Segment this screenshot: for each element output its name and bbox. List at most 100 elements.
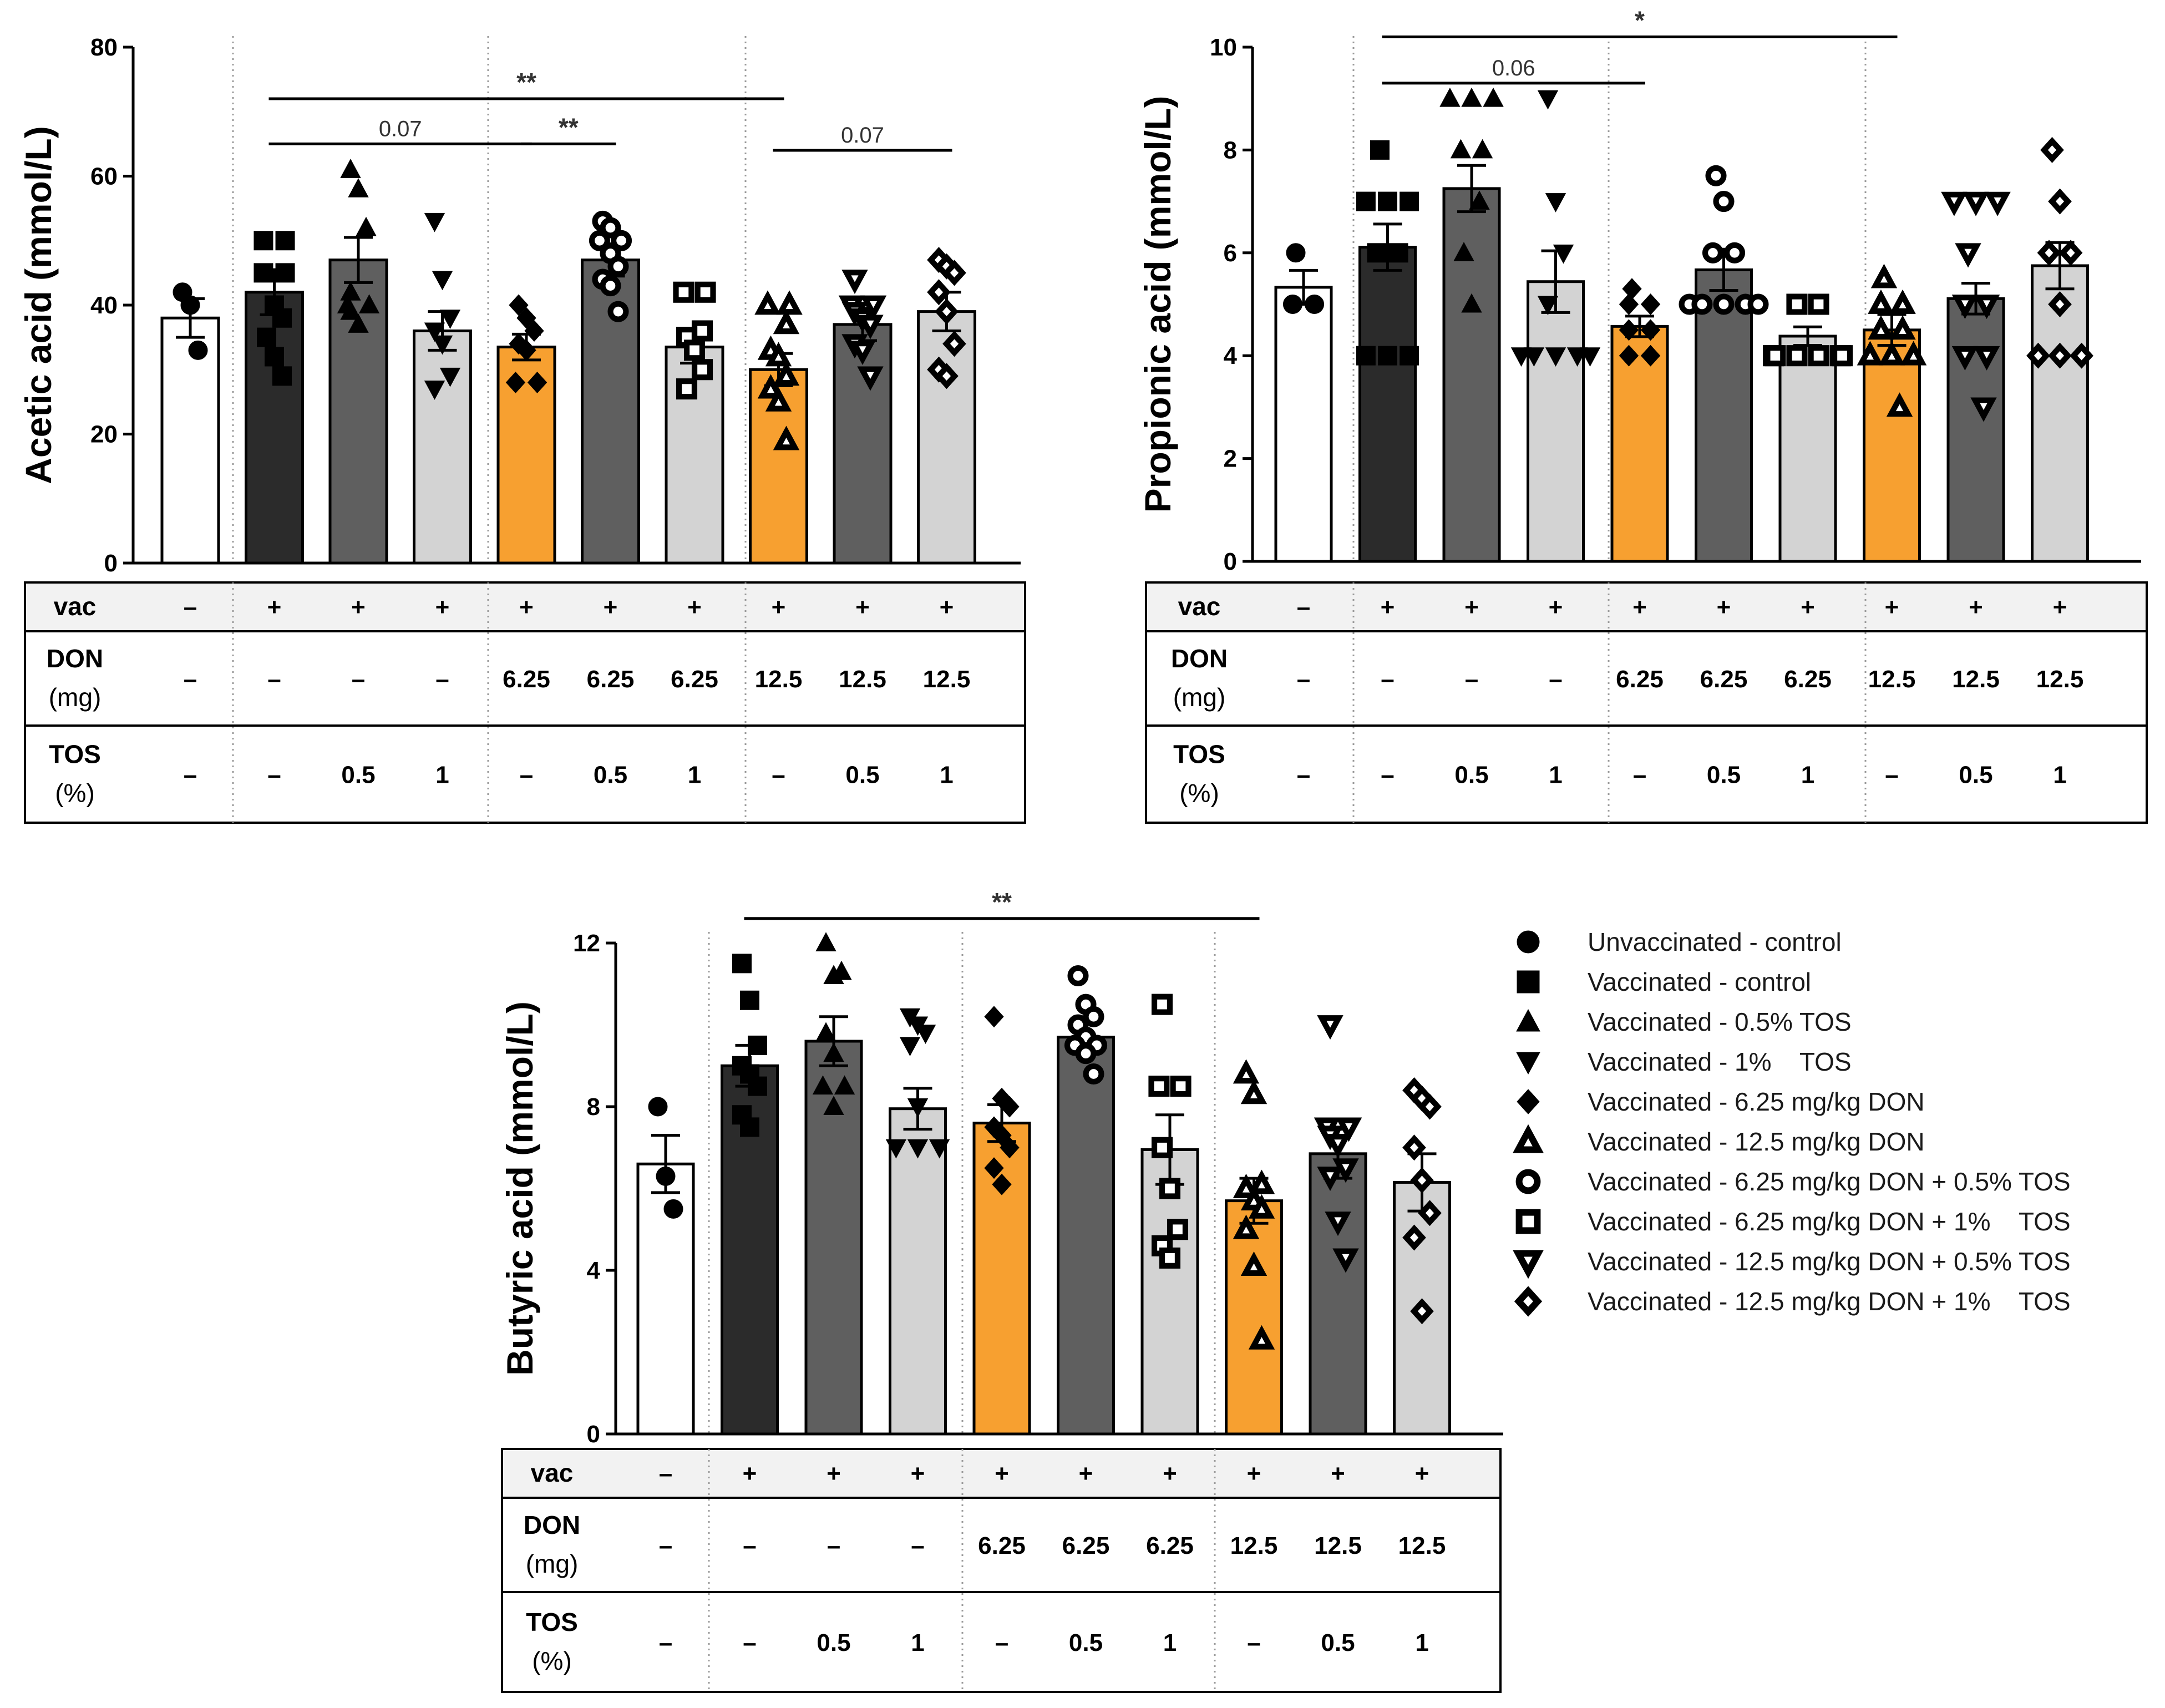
- bar: [1527, 280, 1585, 563]
- data-point: [1356, 191, 1376, 211]
- data-point: [2048, 342, 2072, 369]
- data-point: [1439, 87, 1461, 107]
- data-point: [524, 320, 544, 342]
- bar: [1309, 1152, 1367, 1436]
- data-point: [1378, 191, 1397, 211]
- data-point: [823, 1042, 844, 1062]
- vac-cell: +: [1415, 1460, 1429, 1487]
- data-point: [1889, 315, 1916, 340]
- legend-label: Vaccinated - 6.25 mg/kg DON + 0.5% TOS: [1588, 1167, 2071, 1196]
- data-point: [773, 361, 800, 386]
- don-cell: –: [267, 666, 281, 693]
- data-point: [275, 231, 295, 251]
- don-cell: 12.5: [2036, 666, 2084, 693]
- data-point: [1886, 392, 1913, 417]
- data-point: [1553, 244, 1574, 264]
- bar: [1358, 246, 1417, 563]
- data-point: [1808, 293, 1829, 315]
- data-point: [1418, 1093, 1442, 1120]
- vac-cell: +: [435, 594, 450, 621]
- data-point: [509, 294, 529, 316]
- data-point: [1248, 1194, 1275, 1219]
- don-cell: 12.5: [1398, 1532, 1446, 1559]
- tos-cell: –: [743, 1629, 756, 1656]
- don-cell: –: [352, 666, 365, 693]
- legend-marker: [1517, 970, 1540, 994]
- data-point: [1233, 1173, 1260, 1198]
- data-point: [1483, 87, 1504, 107]
- don-cell: 6.25: [1700, 666, 1748, 693]
- significance-label: **: [516, 68, 536, 97]
- data-point: [1248, 1325, 1275, 1350]
- data-point: [1622, 278, 1642, 300]
- bar: [328, 259, 388, 565]
- data-point: [424, 212, 445, 232]
- data-point: [1159, 1247, 1181, 1269]
- don-cell: 6.25: [671, 666, 718, 693]
- data-point: [1000, 1096, 1020, 1118]
- data-point: [694, 281, 716, 303]
- data-point: [505, 372, 526, 393]
- data-point: [1410, 1298, 1434, 1325]
- data-point: [860, 295, 887, 320]
- vac-cell: +: [687, 594, 702, 621]
- tos-cell: 0.5: [594, 762, 627, 789]
- tos-cell: 1: [1801, 762, 1814, 789]
- data-point: [439, 367, 461, 387]
- data-point: [1083, 1063, 1104, 1085]
- data-point: [589, 230, 610, 251]
- don-cell: –: [435, 666, 449, 693]
- bar: [1274, 286, 1333, 563]
- data-point: [1963, 191, 1989, 216]
- data-point: [253, 263, 273, 283]
- data-point: [757, 374, 784, 399]
- data-point: [740, 1117, 759, 1137]
- don-row-unit: (mg): [1173, 683, 1226, 712]
- data-point: [1317, 1166, 1343, 1192]
- don-cell: 12.5: [1230, 1532, 1278, 1559]
- data-point: [2040, 136, 2064, 163]
- data-point: [1765, 345, 1786, 367]
- don-cell: 12.5: [755, 666, 803, 693]
- vac-cell: +: [995, 1460, 1009, 1487]
- y-axis-label: Butyric acid (mmol/L): [499, 1001, 540, 1376]
- don-row-unit: (mg): [526, 1549, 579, 1578]
- data-point: [929, 1139, 950, 1159]
- data-point: [516, 339, 536, 361]
- vac-row-background: [24, 581, 1026, 632]
- bar: [1863, 328, 1921, 563]
- vac-cell: +: [855, 594, 870, 621]
- tos-cell: 0.5: [341, 762, 375, 789]
- data-point: [1691, 293, 1713, 315]
- tos-cell: 1: [1549, 762, 1562, 789]
- data-point: [600, 275, 621, 297]
- vac-cell: +: [1969, 594, 1983, 621]
- data-point: [600, 217, 621, 239]
- don-row-label: DON: [1171, 644, 1228, 673]
- data-point: [815, 932, 836, 951]
- data-point: [648, 1097, 668, 1117]
- data-point: [1984, 191, 2011, 216]
- data-point: [1747, 293, 1769, 315]
- don-cell: –: [659, 1532, 672, 1559]
- don-cell: –: [743, 1532, 756, 1559]
- significance-label: 0.06: [1492, 56, 1535, 80]
- data-point: [1510, 347, 1532, 367]
- tos-cell: –: [1885, 762, 1898, 789]
- data-point: [691, 359, 713, 381]
- vac-cell: +: [940, 594, 954, 621]
- data-point: [1878, 341, 1905, 366]
- y-tick-label: 20: [90, 421, 118, 448]
- vac-cell: +: [351, 594, 366, 621]
- legend-marker: [1517, 1089, 1540, 1114]
- data-point: [812, 1075, 834, 1095]
- data-point: [1808, 345, 1829, 367]
- data-point: [942, 331, 966, 357]
- data-point: [1450, 139, 1472, 159]
- vac-cell: +: [1632, 594, 1647, 621]
- data-point: [899, 1037, 921, 1057]
- tos-cell: 1: [435, 762, 449, 789]
- bar: [496, 346, 556, 565]
- data-point: [432, 335, 453, 355]
- don-cell: 6.25: [1062, 1532, 1110, 1559]
